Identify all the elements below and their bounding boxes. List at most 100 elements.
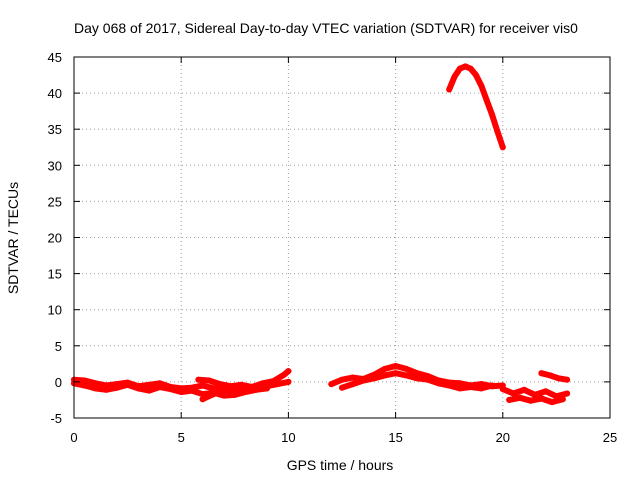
data-point <box>489 111 496 118</box>
data-point <box>81 382 88 389</box>
x-tick-label: 10 <box>281 430 295 445</box>
data-point <box>564 376 571 383</box>
data-point <box>195 376 202 383</box>
data-point <box>462 63 469 70</box>
data-point <box>424 376 431 383</box>
data-point <box>538 395 545 402</box>
data-point <box>499 144 506 151</box>
y-tick-label: 5 <box>55 339 62 354</box>
data-point <box>178 389 185 395</box>
data-point <box>506 396 513 403</box>
x-tick-label: 25 <box>603 430 617 445</box>
data-point <box>499 386 506 393</box>
data-point <box>349 374 356 381</box>
data-point <box>467 65 474 72</box>
data-point <box>538 370 545 377</box>
data-point <box>451 73 458 80</box>
data-point <box>403 372 410 379</box>
data-point <box>328 381 335 388</box>
data-point <box>542 388 549 395</box>
data-point <box>521 386 528 393</box>
data-point <box>135 385 142 392</box>
data-point <box>414 370 420 377</box>
data-point <box>216 381 223 388</box>
data-point <box>403 365 410 372</box>
data-point <box>360 377 367 384</box>
data-point <box>555 375 562 382</box>
x-tick-label: 5 <box>178 430 185 445</box>
data-point <box>146 381 152 388</box>
data-point <box>456 65 463 72</box>
data-point <box>456 385 463 392</box>
y-tick-label: 40 <box>48 86 62 101</box>
data-point <box>281 371 288 378</box>
data-point <box>478 82 485 89</box>
data-point <box>264 383 270 390</box>
data-point <box>146 387 152 394</box>
data-point <box>371 375 378 382</box>
data-point <box>167 386 174 393</box>
data-point <box>559 396 566 403</box>
data-point <box>238 381 245 388</box>
data-point <box>467 384 474 390</box>
data-point <box>113 384 120 391</box>
y-axis-label: SDTVAR / TECUs <box>5 182 21 294</box>
x-tick-label: 20 <box>496 430 510 445</box>
data-point <box>381 372 388 379</box>
data-point <box>494 128 501 135</box>
data-point <box>489 382 496 389</box>
data-point <box>478 385 485 392</box>
axis-tick-labels: 0 5 10 15 20 25 -5 0 5 10 15 20 25 30 35 40 45 <box>48 50 618 445</box>
data-point <box>242 386 249 393</box>
y-tick-label: 10 <box>48 303 62 318</box>
data-point <box>339 384 345 391</box>
data-point <box>81 377 88 384</box>
data-point <box>253 385 260 392</box>
data-point <box>285 378 292 385</box>
data-point <box>227 383 234 390</box>
data-point <box>549 399 556 406</box>
data-point <box>124 381 131 388</box>
y-tick-label: 15 <box>48 267 62 282</box>
data-point <box>527 397 534 404</box>
gridlines <box>74 57 610 418</box>
data-point <box>414 375 420 382</box>
chart-title: Day 068 of 2017, Sidereal Day-to-day VTE… <box>74 20 578 36</box>
data-point <box>210 391 217 398</box>
y-tick-label: 30 <box>48 158 62 173</box>
data-point <box>206 377 213 384</box>
series-line-satellite-arc-9 <box>538 370 571 383</box>
x-tick-label: 15 <box>388 430 402 445</box>
data-point <box>517 394 523 401</box>
y-tick-label: 20 <box>48 231 62 246</box>
data-series <box>71 63 571 406</box>
y-tick-label: 25 <box>48 194 62 209</box>
data-point <box>199 396 206 403</box>
data-point <box>446 86 453 93</box>
data-point <box>270 378 277 385</box>
data-point <box>510 390 517 397</box>
data-point <box>446 382 453 389</box>
data-point <box>339 376 345 383</box>
data-point <box>103 386 110 393</box>
data-point <box>349 381 356 388</box>
data-point <box>456 380 463 387</box>
data-point <box>547 372 553 379</box>
data-point <box>231 389 238 396</box>
data-point <box>532 391 538 398</box>
data-point <box>392 370 399 377</box>
series-line-satellite-arc-10 <box>446 63 506 151</box>
data-point <box>285 368 292 375</box>
y-tick-label: 35 <box>48 122 62 137</box>
data-point <box>381 365 388 372</box>
data-point <box>435 380 442 387</box>
data-point <box>188 387 195 394</box>
data-point <box>92 380 99 387</box>
data-point <box>156 384 163 390</box>
data-point <box>483 97 490 104</box>
y-tick-label: 45 <box>48 50 62 65</box>
data-point <box>92 385 99 392</box>
series-line-satellite-arc-3 <box>195 368 292 390</box>
data-point <box>564 390 571 397</box>
